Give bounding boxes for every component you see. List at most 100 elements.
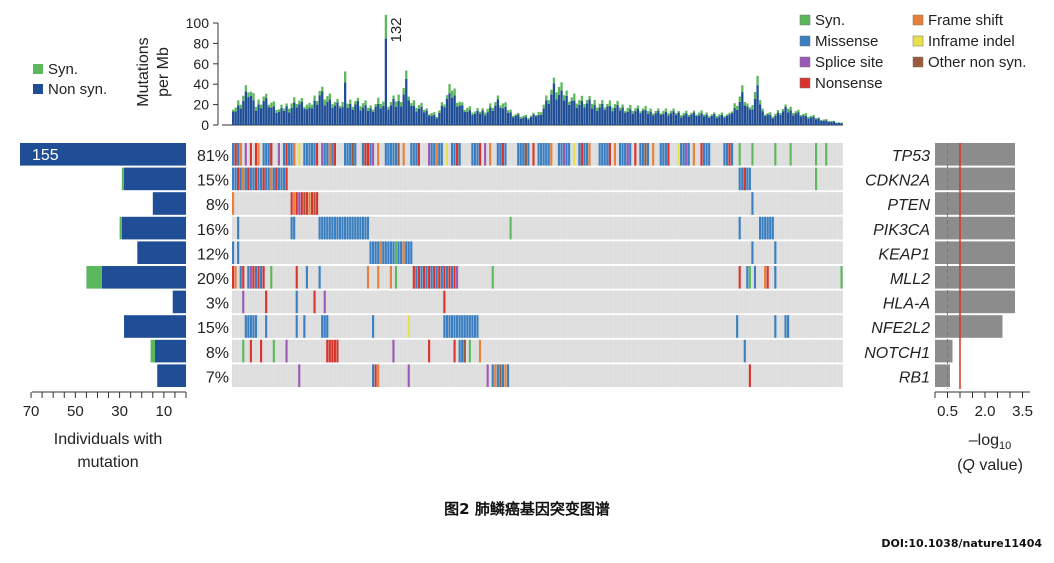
matrix-cell [562, 241, 565, 264]
mutation-mark-frameshift [504, 364, 507, 387]
matrix-cell [382, 216, 385, 240]
matrix-cell [764, 339, 767, 363]
mutation-mark-missense [397, 241, 400, 264]
matrix-cell [445, 241, 448, 264]
matrix-cell [611, 241, 614, 264]
matrix-cell [242, 143, 245, 166]
matrix-cell [746, 290, 749, 314]
mutation-mark-missense [303, 143, 306, 166]
matrix-cell [715, 339, 718, 363]
matrix-cell [720, 290, 723, 314]
top-bar-syn [351, 106, 354, 110]
matrix-cell [344, 241, 346, 264]
matrix-cell [534, 167, 537, 191]
top-bar-syn [443, 104, 446, 108]
matrix-cell [708, 339, 711, 363]
top-bar-nonsyn [484, 115, 487, 125]
matrix-cell [361, 290, 364, 314]
matrix-cell [481, 364, 484, 387]
matrix-cell [374, 216, 377, 240]
matrix-cell [252, 143, 255, 166]
matrix-cell [583, 266, 586, 289]
matrix-cell [741, 339, 744, 363]
matrix-cell [341, 241, 344, 264]
matrix-cell [346, 241, 349, 264]
mutation-mark-syn [738, 143, 741, 166]
matrix-cell [578, 192, 581, 215]
matrix-cell [700, 315, 703, 338]
top-bar-syn [705, 112, 708, 115]
top-bar-nonsyn [372, 111, 375, 125]
matrix-cell [677, 192, 680, 215]
matrix-cell [687, 290, 690, 314]
mutation-mark-missense [664, 143, 667, 166]
matrix-cell [428, 241, 430, 264]
matrix-cell [321, 192, 324, 215]
matrix-cell [792, 339, 795, 363]
matrix-cell [512, 143, 514, 166]
mutation-mark-missense [519, 143, 522, 166]
mutation-mark-missense [618, 143, 622, 166]
matrix-cell [799, 315, 802, 338]
matrix-cell [771, 143, 774, 166]
matrix-cell [529, 290, 532, 314]
top-bar-nonsyn [545, 100, 548, 125]
matrix-cell [830, 290, 833, 314]
top-bar-syn [713, 112, 716, 114]
matrix-cell [496, 315, 499, 338]
matrix-cell [568, 364, 570, 387]
matrix-cell [313, 266, 316, 289]
mutation-mark-nonsense [364, 143, 367, 166]
top-bar-syn [741, 85, 744, 93]
mutation-mark-nonsense [316, 192, 319, 215]
matrix-cell [779, 339, 782, 363]
top-bar-syn [267, 104, 270, 108]
matrix-cell [438, 192, 441, 215]
matrix-cell [708, 216, 711, 240]
matrix-cell [825, 241, 828, 264]
mutation-mark-syn [840, 266, 843, 289]
top-bar-nonsyn [840, 123, 843, 125]
matrix-cell [708, 266, 711, 289]
top-bar-nonsyn [565, 95, 568, 125]
matrix-cell [560, 167, 563, 191]
matrix-cell [710, 143, 713, 166]
matrix-cell [646, 315, 649, 338]
mutation-mark-missense [361, 143, 364, 166]
matrix-cell [817, 339, 820, 363]
top-bar-syn [590, 103, 594, 109]
matrix-cell [415, 216, 418, 240]
matrix-cell [407, 216, 410, 240]
matrix-cell [277, 315, 280, 338]
top-bar-nonsyn [606, 106, 609, 125]
matrix-cell [702, 315, 705, 338]
matrix-cell [387, 364, 390, 387]
matrix-cell [629, 339, 632, 363]
mutation-mark-missense [557, 143, 561, 166]
matrix-cell [804, 339, 807, 363]
matrix-cell [555, 290, 558, 314]
matrix-cell [387, 192, 390, 215]
matrix-cell [809, 143, 812, 166]
matrix-cell [636, 290, 639, 314]
matrix-cell [820, 192, 823, 215]
matrix-cell [522, 315, 525, 338]
mutation-mark-missense [687, 143, 690, 166]
matrix-cell [573, 290, 576, 314]
matrix-cell [652, 315, 655, 338]
top-bar-nonsyn [486, 112, 489, 125]
matrix-cell [400, 167, 402, 191]
mutation-mark-missense [244, 315, 247, 338]
matrix-cell [756, 315, 759, 338]
matrix-cell [356, 241, 359, 264]
matrix-cell [624, 266, 627, 289]
matrix-cell [267, 290, 270, 314]
matrix-cell [822, 241, 825, 264]
matrix-cell [692, 315, 695, 338]
mutation-mark-missense [313, 143, 316, 166]
matrix-cell [794, 192, 797, 215]
matrix-cell [809, 290, 812, 314]
matrix-cell [529, 364, 532, 387]
matrix-cell [257, 216, 260, 240]
matrix-cell [547, 266, 550, 289]
